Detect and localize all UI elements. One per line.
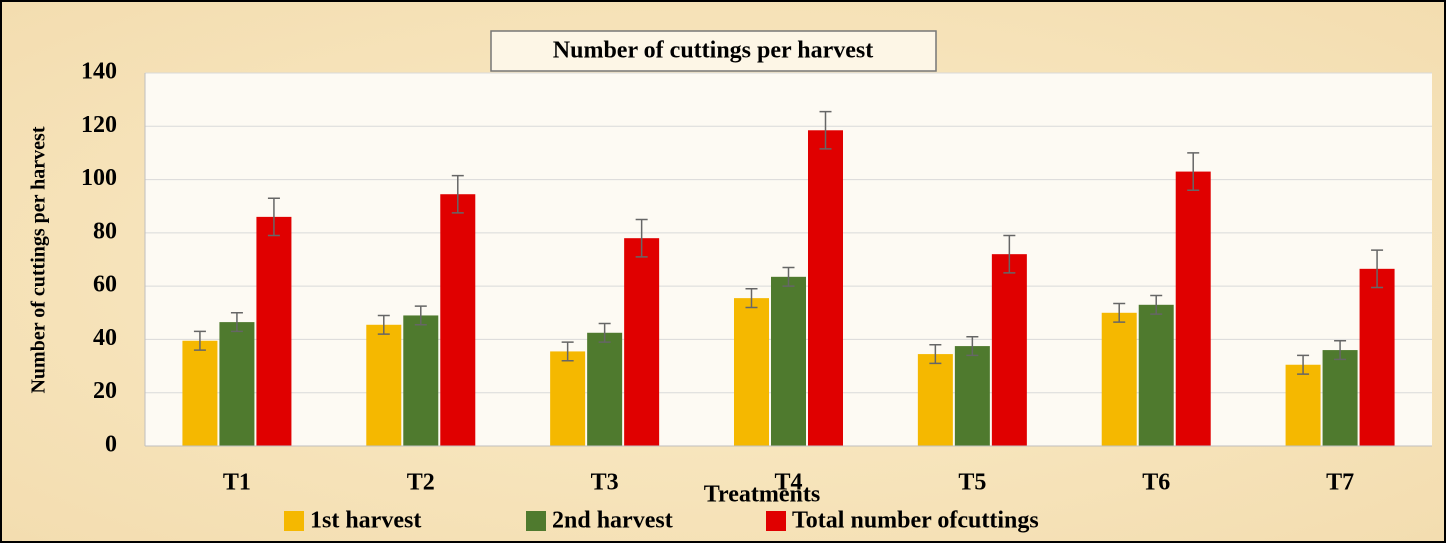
legend-label: Total number ofcuttings: [792, 508, 1039, 534]
error-bar: [598, 322, 611, 343]
bar: [587, 332, 623, 446]
legend-swatch: [526, 511, 546, 531]
error-bar: [1003, 234, 1016, 274]
x-tick-label: T2: [407, 470, 435, 496]
bar: [808, 130, 843, 446]
error-bar: [782, 266, 795, 287]
y-tick-label: 80: [93, 218, 117, 244]
legend-label: 1st harvest: [310, 508, 421, 534]
bar: [1175, 171, 1211, 447]
error-bar: [414, 305, 427, 326]
bar: [1138, 304, 1174, 446]
bar: [917, 354, 953, 446]
legend-label: 2nd harvest: [552, 508, 673, 534]
error-bar: [1371, 249, 1384, 289]
error-bar: [1334, 340, 1347, 361]
legend-swatch: [766, 511, 786, 531]
y-tick-label: 60: [93, 272, 117, 298]
error-bar: [1297, 354, 1310, 375]
bar: [1101, 312, 1137, 446]
x-tick-label: T5: [958, 470, 986, 496]
bar: [403, 315, 439, 446]
title-box: [490, 30, 937, 72]
bar: [550, 351, 586, 446]
error-bar: [1150, 294, 1163, 315]
y-tick-label: 120: [81, 112, 117, 138]
bar: [366, 324, 402, 446]
y-tick-label: 100: [81, 165, 117, 191]
bar: [624, 238, 660, 446]
error-bar: [819, 110, 832, 150]
error-bar: [929, 344, 942, 365]
bar: [1359, 268, 1395, 446]
x-tick-label: T4: [774, 470, 802, 496]
x-tick-label: T6: [1142, 470, 1170, 496]
error-bar: [635, 218, 648, 258]
error-bar: [230, 312, 243, 333]
x-tick-label: T1: [223, 470, 251, 496]
error-bar: [267, 197, 280, 237]
x-tick-label: T3: [591, 470, 619, 496]
bar: [771, 276, 806, 446]
error-bar: [966, 336, 979, 357]
y-tick-label: 20: [93, 378, 117, 404]
y-tick-label: 0: [105, 432, 117, 458]
bar: [440, 194, 476, 446]
x-axis-label: Treatments: [704, 482, 820, 508]
bar: [954, 346, 990, 446]
x-tick-label: T7: [1326, 470, 1354, 496]
bar: [182, 340, 218, 446]
y-tick-label: 40: [93, 325, 117, 351]
bar: [1322, 350, 1358, 446]
error-bar: [193, 330, 206, 351]
bar: [991, 254, 1027, 446]
bar: [219, 322, 255, 446]
bar: [1285, 364, 1321, 446]
y-tick-label: 140: [81, 59, 117, 85]
chart-title: Number of cuttings per harvest: [553, 38, 873, 64]
y-axis-label: Number of cuttings per harvest: [28, 126, 50, 393]
error-bar: [451, 174, 464, 214]
legend-swatch: [284, 511, 304, 531]
error-bar: [561, 341, 574, 362]
error-bar: [1113, 302, 1126, 323]
bar: [256, 216, 292, 446]
error-bar: [745, 288, 758, 309]
bar: [734, 298, 769, 446]
error-bar: [1187, 152, 1200, 191]
error-bar: [377, 314, 390, 335]
